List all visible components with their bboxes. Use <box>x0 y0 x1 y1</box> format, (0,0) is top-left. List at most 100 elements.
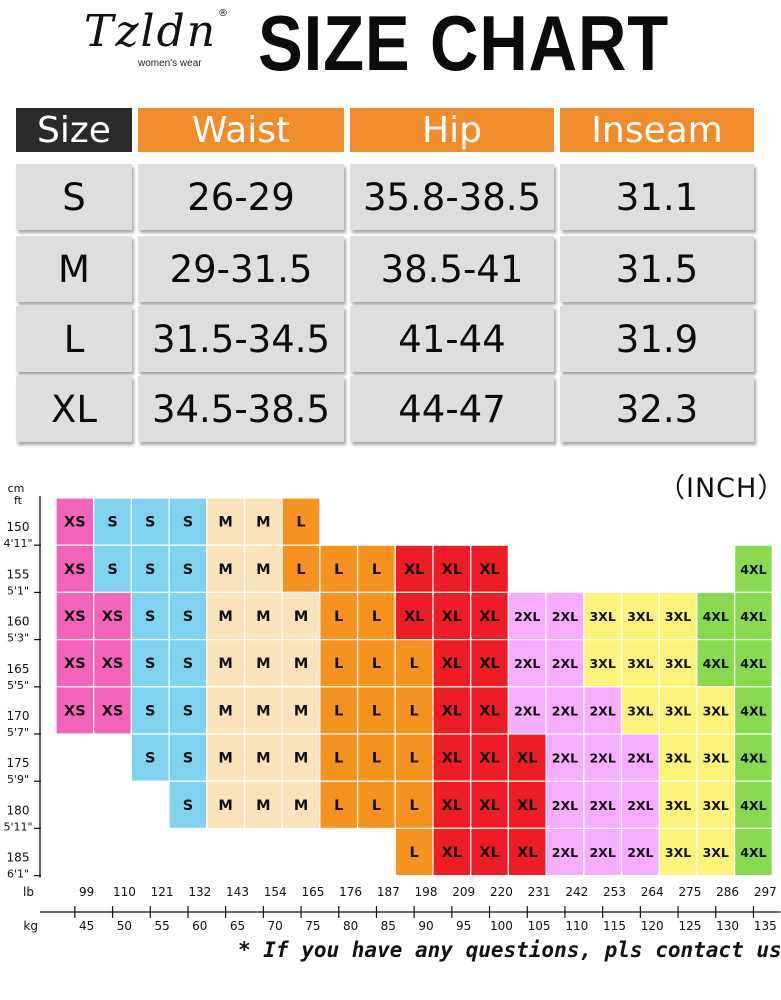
size-cell <box>394 591 434 641</box>
x-tick-label-lb: 198 <box>415 885 438 899</box>
size-cell-label: XL <box>404 609 424 625</box>
size-cell-label: 2XL <box>552 703 578 718</box>
size-cell-label: M <box>294 656 308 672</box>
size-cell-label: XS <box>102 656 124 672</box>
table-cell-size: L <box>16 306 132 372</box>
size-cell-label: XL <box>442 845 462 861</box>
y-tick-label-cm: 185 <box>7 851 30 865</box>
size-cell-label: M <box>218 562 232 578</box>
size-cell-label: S <box>145 656 155 672</box>
size-cell-label: L <box>334 798 343 814</box>
size-cell <box>507 827 547 877</box>
x-tick-label-lb: 165 <box>301 885 324 899</box>
size-cell <box>55 544 95 593</box>
x-axis-unit-kg: kg <box>23 919 38 933</box>
size-cell <box>470 780 510 830</box>
size-cell-label: M <box>218 751 232 767</box>
size-cell-label: L <box>410 656 419 672</box>
y-tick-label-cm: 165 <box>7 662 30 676</box>
size-cell-label: 2XL <box>552 751 578 766</box>
x-tick-label-kg: 60 <box>192 919 207 933</box>
x-tick-label-lb: 286 <box>716 885 739 899</box>
size-cell-label: XL <box>517 845 537 861</box>
table-cell-size: S <box>16 164 132 230</box>
size-cell-label: S <box>145 751 155 767</box>
x-tick-label-kg: 70 <box>268 919 283 933</box>
size-cell-label: L <box>372 703 381 719</box>
size-cell <box>658 686 698 735</box>
size-cell <box>206 733 246 782</box>
size-cell-label: 3XL <box>627 609 653 624</box>
size-cell <box>583 827 623 877</box>
size-cell-label: 3XL <box>703 845 729 860</box>
size-cell-label: XL <box>479 562 499 578</box>
size-cell-label: L <box>410 798 419 814</box>
size-cell <box>281 497 321 546</box>
size-cell <box>733 827 773 877</box>
y-tick-label-ft: 4'11" <box>3 537 32 550</box>
table-header-inseam: Inseam <box>560 108 754 152</box>
x-tick-label-lb: 99 <box>79 885 94 899</box>
x-tick-label-kg: 135 <box>754 919 777 933</box>
size-cell-label: 2XL <box>627 845 653 860</box>
size-cell <box>243 686 283 735</box>
size-cell <box>733 686 773 735</box>
size-cell <box>55 686 95 735</box>
size-cell-label: XL <box>479 751 499 767</box>
size-cell-label: M <box>256 798 270 814</box>
size-cell-label: XL <box>479 798 499 814</box>
size-cell-label: M <box>256 751 270 767</box>
x-tick-label-lb: 275 <box>678 885 701 899</box>
brand-name: Tzldn <box>84 6 218 57</box>
x-tick-label-lb: 220 <box>490 885 513 899</box>
size-cell-label: 2XL <box>627 798 653 813</box>
y-tick-label-ft: 6'1" <box>7 868 29 881</box>
size-cell-label: L <box>334 703 343 719</box>
size-cell-label: L <box>372 656 381 672</box>
table-cell-hip: 35.8-38.5 <box>350 164 554 230</box>
size-cell <box>696 780 736 830</box>
size-cell-label: 2XL <box>552 609 578 624</box>
table-cell-inseam: 32.3 <box>560 376 754 442</box>
size-cell <box>168 544 208 593</box>
size-cell-label: M <box>218 515 232 531</box>
size-cell-label: 3XL <box>703 798 729 813</box>
y-tick-label-cm: 160 <box>7 615 30 629</box>
size-cell-label: 4XL <box>740 703 766 718</box>
size-cell-label: M <box>256 703 270 719</box>
size-cell-label: XL <box>442 751 462 767</box>
size-cell-label: 3XL <box>665 845 691 860</box>
x-tick-label-kg: 50 <box>117 919 132 933</box>
y-tick-label-cm: 175 <box>7 756 30 770</box>
size-cell <box>620 827 660 877</box>
size-cell-label: L <box>296 515 305 531</box>
size-cell-label: S <box>183 656 193 672</box>
size-cell-label: M <box>218 656 232 672</box>
size-cell-label: XS <box>64 515 86 531</box>
size-cell-label: 2XL <box>514 656 540 671</box>
size-cell <box>281 733 321 782</box>
y-tick-label-ft: 5'7" <box>7 726 29 739</box>
table-cell-inseam: 31.5 <box>560 236 754 302</box>
size-cell <box>394 780 434 830</box>
size-cell <box>130 544 170 593</box>
size-cell-label: S <box>145 515 155 531</box>
x-tick-label-lb: 209 <box>452 885 475 899</box>
size-cell-label: 2XL <box>589 798 615 813</box>
size-cell <box>55 591 95 641</box>
size-cell-label: 3XL <box>665 656 691 671</box>
size-cell <box>168 639 208 688</box>
size-cell-label: L <box>334 656 343 672</box>
x-tick-label-kg: 125 <box>678 919 701 933</box>
size-cell <box>206 544 246 593</box>
size-cell-label: XL <box>517 798 537 814</box>
size-cell <box>243 639 283 688</box>
size-cell-label: XL <box>442 798 462 814</box>
size-cell <box>394 733 434 782</box>
size-cell-label: L <box>372 798 381 814</box>
x-tick-label-kg: 85 <box>381 919 396 933</box>
x-tick-label-kg: 55 <box>154 919 169 933</box>
size-cell <box>545 591 585 641</box>
size-cell-label: M <box>294 798 308 814</box>
size-cell <box>394 686 434 735</box>
